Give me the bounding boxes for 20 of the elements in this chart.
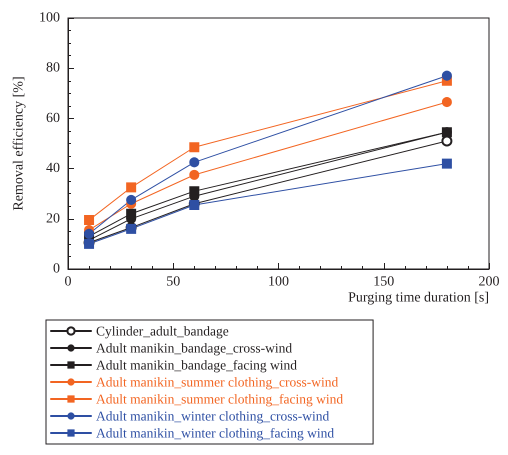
y-tick-label: 100 (39, 10, 60, 26)
x-tick-label: 50 (166, 274, 180, 290)
y-tick-label: 0 (53, 262, 60, 276)
legend-label: Adult manikin_bandage_cross-wind (96, 340, 292, 356)
x-tick-label: 200 (478, 274, 500, 290)
legend-label: Cylinder_adult_bandage (96, 324, 229, 338)
x-tick-label: 100 (268, 274, 289, 290)
legend-label: Adult manikin_summer clothing_cross-wind (96, 374, 338, 390)
y-axis-title: Removal efficiency [%] (12, 76, 26, 211)
legend-label: Adult manikin_bandage_facing wind (96, 358, 298, 372)
x-axis-title: Purging time duration [s] (348, 290, 489, 306)
x-tick-label: 0 (64, 274, 72, 290)
legend-label: Adult manikin_summer clothing_facing wind (96, 392, 344, 406)
legend-label: Adult manikin_winter clothing_cross-wind (96, 408, 330, 424)
y-tick-label: 60 (46, 110, 60, 126)
legend-label: Adult manikin_winter clothing_facing wind (96, 426, 334, 440)
x-tick-label: 150 (373, 274, 394, 290)
y-tick-label: 80 (46, 60, 60, 76)
y-tick-label: 20 (46, 211, 60, 226)
y-tick-label: 40 (46, 161, 60, 176)
